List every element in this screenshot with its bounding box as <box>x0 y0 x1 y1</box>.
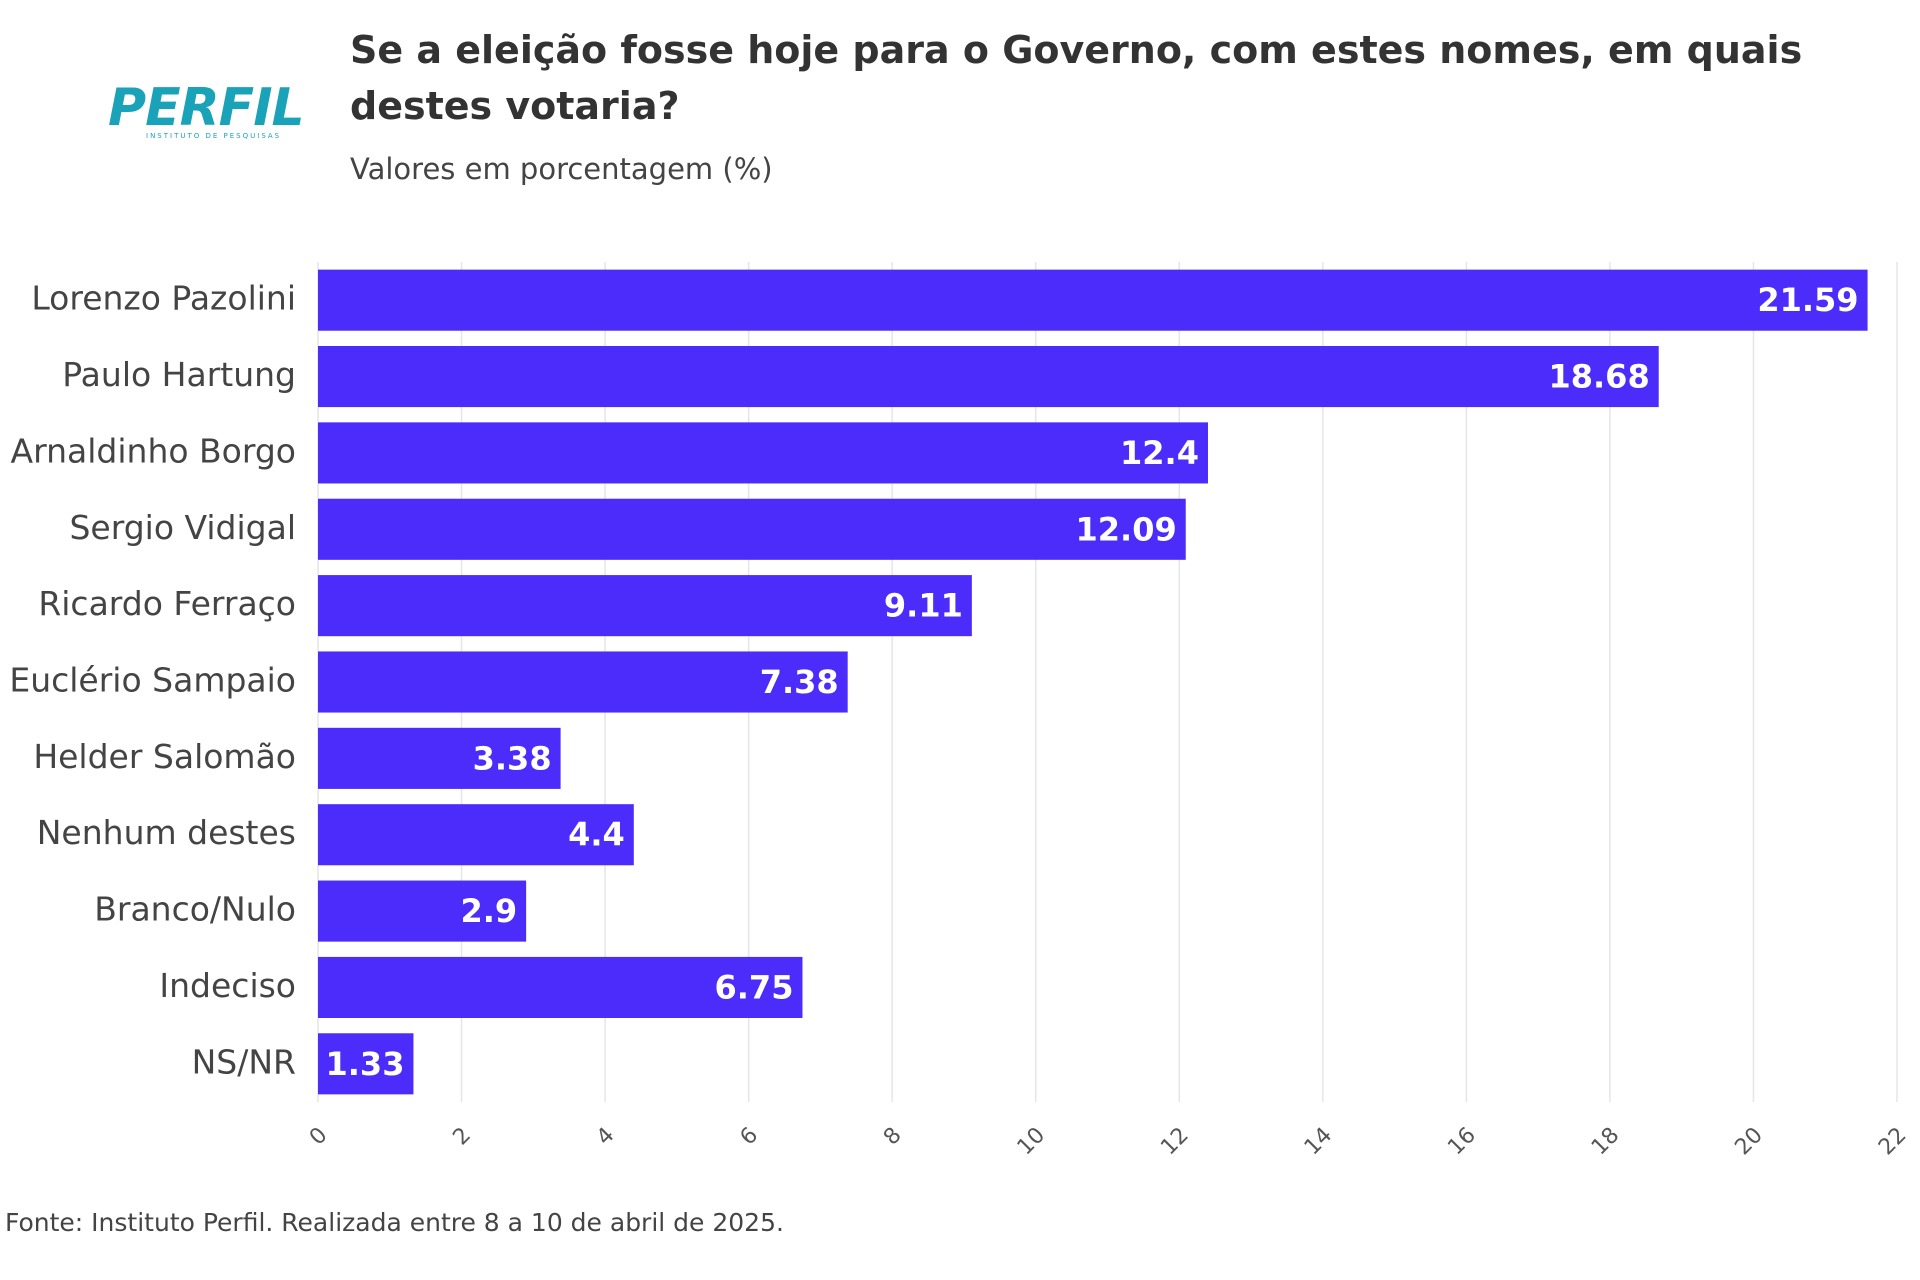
x-tick-label: 12 <box>1156 1123 1193 1160</box>
value-label: 7.38 <box>760 663 839 701</box>
logo-subtitle: INSTITUTO DE PESQUISAS <box>146 132 282 140</box>
value-label: 2.9 <box>460 892 517 930</box>
x-tick-label: 22 <box>1874 1123 1911 1160</box>
chart: 0 2 4 6 8 10 12 14 16 18 20 22 Lorenzo Pazolini 21.59… <box>9 262 1911 1160</box>
y-tick-label: Arnaldinho Borgo <box>11 431 296 470</box>
bar <box>318 956 803 1018</box>
y-tick-label: NS/NR <box>192 1042 296 1081</box>
y-tick-label: Nenhum destes <box>37 813 296 852</box>
x-tick-label: 2 <box>448 1123 476 1151</box>
y-tick-label: Sergio Vidigal <box>69 508 296 547</box>
logo-text: PERFIL <box>108 78 305 138</box>
chart-title: Se a eleição fosse hoje para o Governo, … <box>350 28 1803 128</box>
value-label: 12.4 <box>1120 434 1199 472</box>
x-tick-label: 4 <box>592 1123 620 1151</box>
bar <box>318 575 972 637</box>
y-tick-label: Indeciso <box>159 966 296 1005</box>
bar <box>318 804 634 866</box>
value-label: 21.59 <box>1757 281 1858 319</box>
y-tick-label: Ricardo Ferraço <box>38 584 296 623</box>
value-label: 18.68 <box>1548 358 1649 396</box>
value-label: 12.09 <box>1076 510 1177 548</box>
y-tick-label: Helder Salomão <box>33 737 296 776</box>
x-tick-label: 20 <box>1730 1123 1767 1160</box>
value-label: 1.33 <box>326 1045 405 1083</box>
value-label: 9.11 <box>884 587 963 625</box>
x-tick-label: 18 <box>1587 1123 1624 1160</box>
x-tick-label: 8 <box>879 1123 907 1151</box>
bar <box>318 651 848 713</box>
value-label: 6.75 <box>715 968 794 1006</box>
bar <box>318 1033 414 1095</box>
source-note: Fonte: Instituto Perfil. Realizada entre… <box>5 1208 784 1237</box>
chart-subtitle: Valores em porcentagem (%) <box>350 152 773 186</box>
y-tick-label: Branco/Nulo <box>94 890 296 929</box>
value-label: 4.4 <box>568 816 625 854</box>
value-label: 3.38 <box>473 739 552 777</box>
x-tick-label: 0 <box>305 1123 333 1151</box>
x-tick-label: 6 <box>736 1123 764 1151</box>
bar <box>318 422 1208 484</box>
bar <box>318 727 561 789</box>
x-tick-label: 16 <box>1443 1123 1480 1160</box>
bar <box>318 346 1659 408</box>
y-tick-label: Paulo Hartung <box>62 355 296 394</box>
bar <box>318 269 1868 331</box>
logo: PERFIL INSTITUTO DE PESQUISAS <box>108 78 330 140</box>
x-tick-label: 14 <box>1300 1123 1337 1160</box>
bar <box>318 498 1186 560</box>
x-tick-label: 10 <box>1013 1123 1050 1160</box>
y-tick-label: Euclério Sampaio <box>9 661 296 700</box>
y-tick-label: Lorenzo Pazolini <box>31 279 296 318</box>
bar <box>318 880 527 942</box>
